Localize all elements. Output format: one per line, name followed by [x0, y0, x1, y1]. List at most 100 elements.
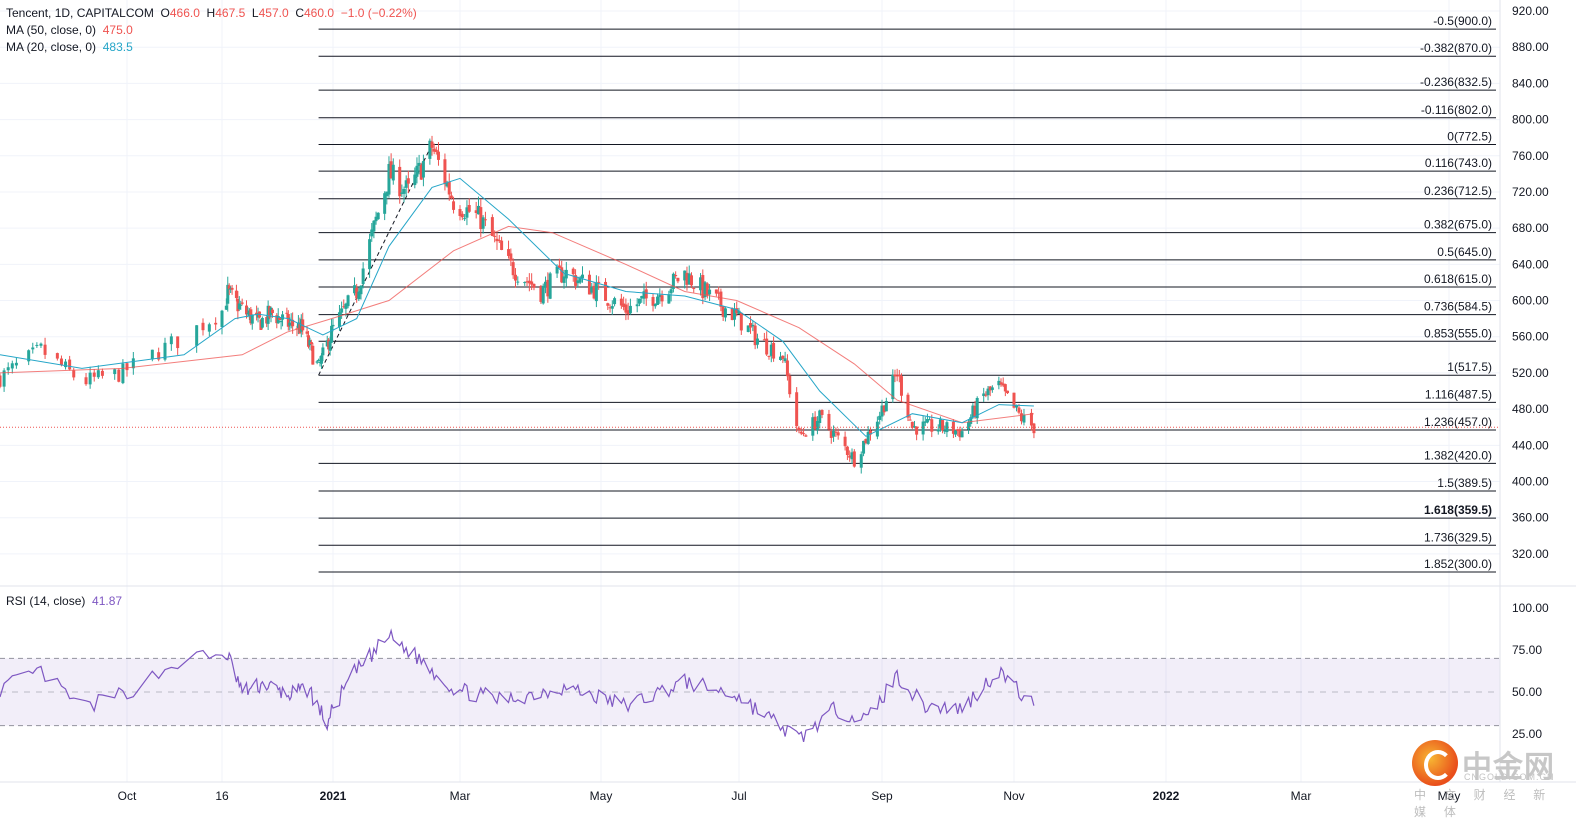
candle-body — [714, 289, 718, 294]
candle-body — [476, 205, 480, 215]
candle-body — [597, 281, 601, 283]
candle-body — [604, 281, 608, 301]
candle-body — [516, 281, 520, 283]
candle-body — [507, 249, 511, 256]
time-tick-label: Oct — [118, 789, 137, 803]
candle-body — [10, 363, 14, 369]
candle-body — [6, 367, 10, 371]
candle-body — [163, 342, 167, 360]
candle-body — [342, 306, 346, 308]
candle-body — [590, 286, 594, 293]
candle-body — [982, 393, 986, 397]
candle-body — [975, 397, 979, 419]
fib-level-label: 1.382(420.0) — [1424, 448, 1492, 462]
candle-body — [708, 289, 712, 295]
rsi-legend: RSI (14, close) 41.87 — [6, 594, 122, 608]
candle-body — [1003, 384, 1007, 392]
price-tick-label: 520.00 — [1512, 366, 1549, 380]
candle-body — [285, 312, 289, 314]
rsi-label: RSI (14, close) — [6, 594, 86, 608]
axes: 320.00 360.00 400.00 440.00 480.00 520.00 560.… — [0, 0, 1576, 803]
candle-body — [1017, 407, 1021, 413]
candle-body — [644, 289, 648, 299]
candle-body — [557, 265, 561, 268]
candle-body — [374, 216, 378, 222]
fib-level-label: 0(772.5) — [1447, 129, 1492, 143]
candle-body — [960, 431, 964, 438]
candle-body — [421, 161, 425, 178]
candle-body — [624, 304, 628, 313]
candle-body — [815, 421, 819, 431]
rsi-line — [0, 628, 1035, 743]
candle-body — [671, 273, 675, 289]
candle-body — [121, 363, 125, 384]
rsi-tick-label: 50.00 — [1512, 685, 1542, 699]
candle-body — [967, 421, 971, 430]
candle-body — [762, 339, 766, 341]
logo-icon — [1412, 740, 1458, 786]
candle-body — [500, 240, 504, 250]
watermark-logo-text: 中金网 — [1462, 750, 1555, 785]
candle-body — [765, 338, 769, 355]
candle-body — [735, 308, 739, 314]
candle-body — [899, 376, 903, 396]
candle-body — [562, 276, 566, 283]
candle-body — [402, 189, 406, 194]
candle-body — [201, 322, 205, 331]
fib-level-label: 1(517.5) — [1447, 360, 1492, 374]
candle-body — [481, 217, 485, 229]
candle-body — [88, 372, 92, 385]
candle-body — [610, 306, 614, 309]
close-label: C — [295, 6, 304, 20]
candle-body — [578, 277, 582, 283]
open-value: 466.0 — [169, 6, 200, 20]
candle-body — [843, 436, 847, 447]
candle-body — [850, 452, 854, 460]
candle-body — [658, 294, 662, 298]
candle-body — [214, 322, 218, 325]
candle-body — [317, 359, 321, 361]
candle-body — [683, 270, 687, 281]
close-value: 460.0 — [303, 6, 335, 20]
candle-body — [321, 347, 325, 356]
candle-body — [640, 296, 644, 299]
candle-body — [0, 375, 2, 387]
fib-level-label: 0.382(675.0) — [1424, 218, 1492, 232]
candle-body — [769, 344, 773, 356]
candle-body — [260, 317, 264, 328]
rsi-band — [0, 657, 1500, 727]
candle-body — [804, 435, 808, 437]
candle-body — [344, 303, 348, 309]
candle-body — [226, 284, 230, 304]
candle-body — [1006, 390, 1010, 394]
fib-level-label: 1.116(487.5) — [1425, 387, 1492, 401]
price-tick-label: 800.00 — [1512, 113, 1549, 127]
rsi-tick-label: 25.00 — [1512, 727, 1542, 741]
candle-body — [751, 324, 755, 327]
candle-body — [891, 374, 895, 400]
candle-body — [875, 421, 879, 437]
candle-body — [788, 375, 792, 395]
fib-level-label: 1.5(389.5) — [1437, 476, 1492, 490]
symbol-label: Tencent, 1D, CAPITALCOM — [6, 6, 154, 20]
candle-body — [783, 358, 787, 362]
candlestick-series — [0, 135, 1036, 474]
candle-body — [270, 309, 274, 314]
candle-body — [497, 240, 501, 242]
candle-body — [848, 455, 852, 458]
candle-body — [699, 277, 703, 291]
candle-body — [195, 325, 199, 346]
candle-body — [592, 285, 596, 299]
candle-body — [884, 401, 888, 412]
candle-body — [571, 268, 575, 275]
candle-body — [755, 338, 759, 345]
fib-level-label: -0.236(832.5) — [1420, 75, 1492, 89]
rsi-series-line — [0, 628, 1035, 743]
fib-level-label: 0.5(645.0) — [1437, 245, 1492, 259]
candle-body — [495, 238, 499, 242]
candle-body — [64, 361, 68, 368]
candle-body — [361, 268, 365, 284]
candle-body — [337, 312, 341, 327]
candle-body — [785, 360, 789, 377]
candle-body — [637, 298, 641, 304]
